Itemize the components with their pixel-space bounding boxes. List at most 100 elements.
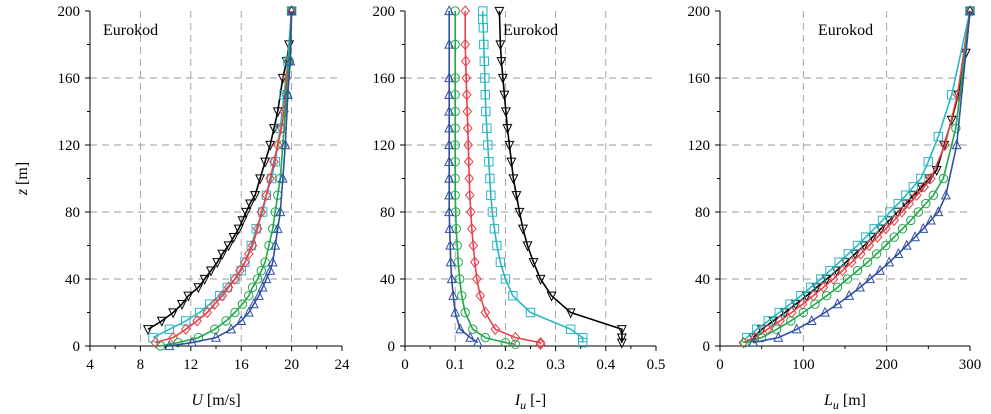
data-point <box>504 140 515 151</box>
data-point <box>492 240 502 251</box>
data-point <box>275 173 285 184</box>
data-point <box>236 314 247 325</box>
x-tick-label: 20 <box>284 357 299 373</box>
data-point <box>148 332 158 343</box>
data-point <box>578 337 588 348</box>
data-point <box>465 206 476 218</box>
data-point <box>173 337 183 348</box>
data-point <box>217 249 228 260</box>
data-point <box>252 274 263 284</box>
data-point <box>444 155 455 166</box>
data-point <box>495 40 506 51</box>
data-point <box>911 189 922 202</box>
series-line <box>498 10 623 343</box>
data-point <box>578 332 588 343</box>
data-point <box>468 324 478 334</box>
data-point <box>485 173 495 184</box>
data-point <box>508 174 519 185</box>
data-point <box>272 222 283 233</box>
data-point <box>535 274 546 285</box>
series-diamond <box>460 5 546 351</box>
data-point <box>156 316 167 327</box>
data-point <box>226 323 237 334</box>
data-point <box>901 190 911 200</box>
data-point <box>235 264 245 277</box>
data-point <box>506 157 517 168</box>
data-point <box>150 336 161 349</box>
data-point <box>256 265 267 276</box>
data-point <box>462 122 473 135</box>
y-tick-label: 40 <box>380 272 395 288</box>
data-point <box>913 207 924 217</box>
data-point <box>525 307 536 318</box>
data-point <box>270 239 281 250</box>
data-point <box>834 257 844 267</box>
data-point <box>928 190 939 200</box>
data-point <box>282 88 293 99</box>
data-point <box>217 289 228 302</box>
data-point <box>490 323 501 336</box>
y-tick-label: 200 <box>58 4 81 20</box>
data-point <box>450 6 460 16</box>
y-tick-label: 0 <box>388 339 396 355</box>
data-point <box>480 332 491 343</box>
data-point <box>460 38 471 51</box>
data-point <box>528 258 539 269</box>
data-point <box>455 323 466 334</box>
data-point <box>277 73 288 84</box>
data-point <box>842 274 853 284</box>
data-point <box>444 189 455 200</box>
data-point <box>247 239 258 252</box>
data-point <box>771 324 782 334</box>
data-point <box>252 222 263 235</box>
data-point <box>465 331 476 342</box>
x-axis-label-var: U <box>191 392 204 409</box>
data-point <box>464 189 475 202</box>
data-point <box>450 173 460 184</box>
data-point <box>908 182 919 192</box>
data-point <box>808 289 819 302</box>
panel-length-scale: 0 100 200 300 0 40 80 120 160 200 Lu [m] <box>688 4 982 412</box>
series-line <box>481 11 584 343</box>
data-point <box>565 324 576 334</box>
data-point <box>243 306 254 317</box>
data-point <box>748 336 759 347</box>
data-point <box>864 273 876 284</box>
data-point <box>257 281 268 292</box>
data-point <box>461 72 472 84</box>
data-point <box>775 315 785 327</box>
panel-length-scale-annotation: Eurokod <box>818 22 873 39</box>
data-point <box>843 249 854 259</box>
data-point <box>940 189 951 200</box>
series-diamond <box>738 5 975 349</box>
data-point <box>832 298 843 309</box>
y-tick-label: 160 <box>688 71 711 87</box>
y-tick-label: 80 <box>65 205 80 221</box>
data-point <box>270 207 280 217</box>
data-point <box>482 123 492 133</box>
data-point <box>511 191 522 202</box>
data-point <box>450 73 460 83</box>
data-point <box>854 281 866 292</box>
data-point <box>221 316 231 326</box>
data-point <box>923 157 934 167</box>
data-point <box>740 337 750 348</box>
x-tick-label: 0 <box>401 357 409 373</box>
data-point <box>479 56 490 66</box>
series-line <box>448 11 479 344</box>
data-point <box>475 289 486 302</box>
series-square <box>148 6 297 343</box>
x-tick-label: 200 <box>875 357 898 373</box>
data-point <box>223 241 234 252</box>
data-point <box>565 308 576 319</box>
data-point <box>896 206 907 218</box>
data-point <box>933 206 944 217</box>
data-point <box>444 88 455 99</box>
data-point <box>183 291 194 302</box>
data-point <box>445 239 456 250</box>
data-point <box>228 233 239 244</box>
data-point <box>193 283 204 294</box>
data-point <box>786 316 796 326</box>
data-point <box>921 198 931 209</box>
data-point <box>494 6 505 17</box>
